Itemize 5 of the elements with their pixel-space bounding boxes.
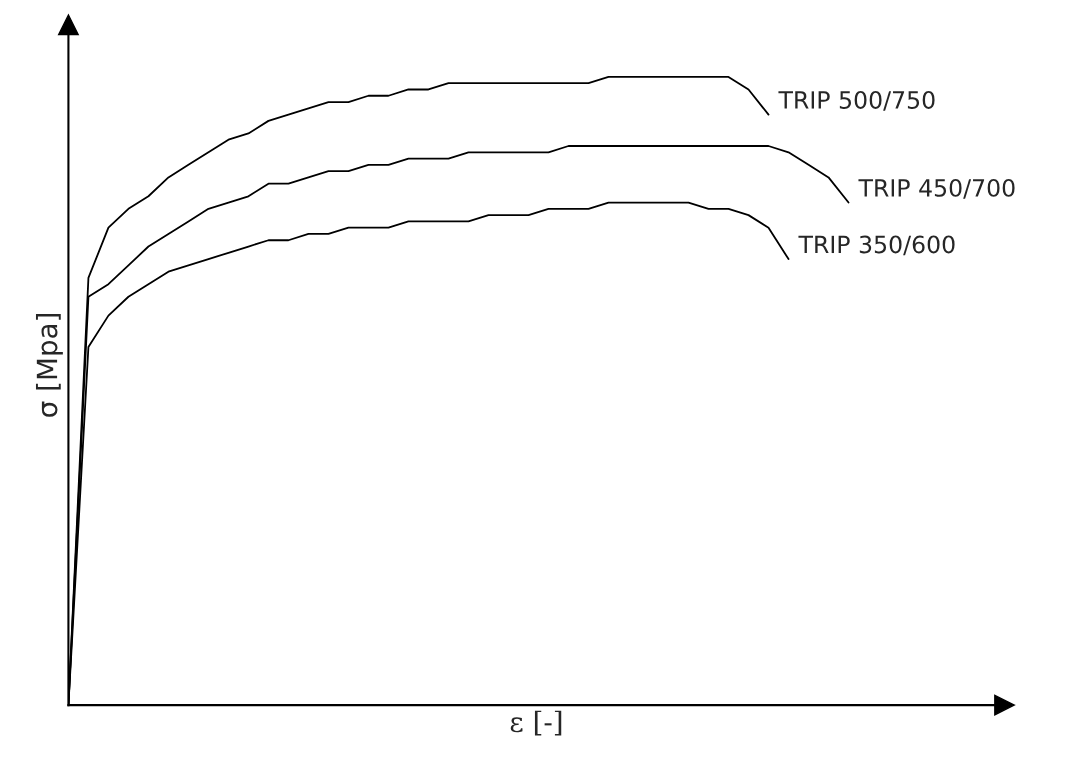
series-label: TRIP 350/600 xyxy=(798,235,955,256)
series-label: TRIP 500/750 xyxy=(778,91,935,111)
series-label: TRIP 450/700 xyxy=(858,178,1015,199)
y-axis-title: σ [Mpa] xyxy=(35,313,63,417)
x-axis-title: ε [-] xyxy=(510,710,562,736)
